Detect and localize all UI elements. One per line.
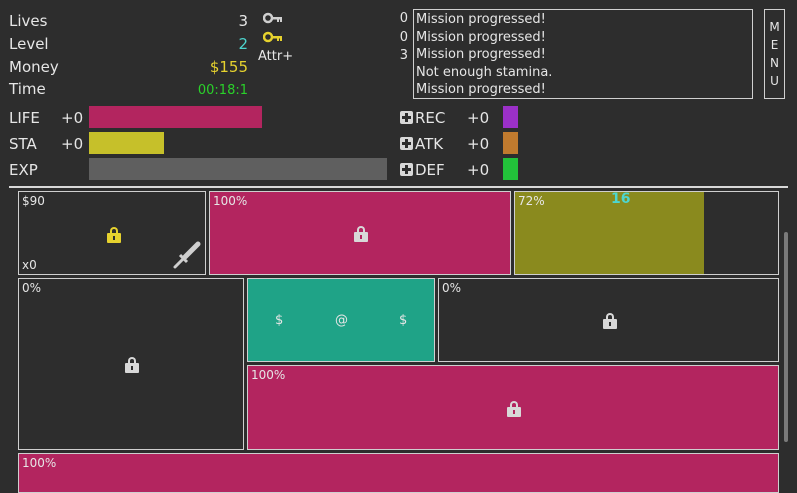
lock-icon	[125, 357, 139, 373]
atk-delta: +0	[467, 135, 490, 153]
tile-magenta-bottom[interactable]: 100%	[18, 453, 779, 493]
life-bar-fill	[89, 106, 262, 128]
tile-percent: 72%	[518, 194, 545, 208]
tile-count: x0	[22, 258, 37, 272]
def-label: DEF	[415, 161, 445, 179]
money-value: $155	[209, 58, 248, 76]
counter-2: 0	[399, 30, 408, 45]
tile-number: 16	[611, 191, 631, 207]
lives-label: Lives	[9, 12, 48, 30]
message-log: Mission progressed! Mission progressed! …	[413, 9, 753, 99]
exp-bar	[89, 158, 387, 180]
life-bar	[89, 106, 387, 128]
tile-magenta-mid[interactable]: 100%	[247, 365, 779, 450]
tile-weapon[interactable]: $90 x0	[18, 191, 206, 275]
lock-icon	[107, 227, 121, 243]
rec-label: REC	[415, 109, 446, 127]
tile-percent: 100%	[251, 368, 286, 382]
log-line: Mission progressed!	[416, 12, 546, 27]
menu-letter: N	[770, 56, 779, 70]
counter-1: 0	[399, 11, 408, 26]
def-plus-button[interactable]	[400, 163, 413, 176]
tile-progress-fill	[515, 192, 705, 274]
tile-percent: 0%	[22, 281, 42, 295]
log-line: Not enough stamina.	[416, 64, 553, 80]
tile-right-locked[interactable]: 0%	[438, 278, 779, 362]
atk-swatch	[503, 132, 518, 154]
attr-plus-label[interactable]: Attr+	[258, 49, 294, 64]
scrollbar[interactable]	[784, 232, 788, 442]
menu-button[interactable]: M E N U	[764, 9, 785, 99]
grey-key-icon	[263, 12, 282, 24]
rec-delta: +0	[467, 109, 490, 127]
atk-plus-button[interactable]	[400, 137, 413, 150]
sta-delta: +0	[61, 135, 84, 153]
menu-letter: E	[770, 38, 779, 52]
tile-left-large[interactable]: 0%	[18, 278, 244, 450]
atk-label: ATK	[415, 135, 444, 153]
exp-label: EXP	[9, 161, 38, 179]
time-value: 00:18:1	[197, 83, 248, 98]
menu-letter: M	[769, 20, 780, 34]
def-delta: +0	[467, 161, 490, 179]
def-swatch	[503, 158, 518, 180]
tile-price: $90	[22, 194, 45, 208]
divider	[9, 186, 788, 188]
sta-label: STA	[9, 135, 37, 153]
counter-3: 3	[399, 48, 408, 63]
menu-letter: U	[770, 74, 779, 88]
lock-icon	[507, 401, 521, 417]
sta-bar	[89, 132, 387, 154]
lock-icon	[603, 313, 617, 329]
log-line: Mission progressed!	[416, 82, 546, 97]
log-line: Mission progressed!	[416, 47, 546, 62]
rec-swatch	[503, 106, 518, 128]
tile-progress[interactable]: 72% 16	[514, 191, 779, 275]
gold-key-icon	[263, 31, 282, 43]
level-label: Level	[9, 35, 49, 53]
money-label: Money	[9, 58, 59, 76]
log-line: Mission progressed!	[416, 29, 546, 45]
rec-plus-button[interactable]	[400, 111, 413, 124]
dollar-right: $	[399, 313, 408, 328]
player-marker: @	[335, 313, 348, 328]
tile-percent: 100%	[213, 194, 248, 208]
time-label: Time	[9, 80, 46, 98]
tile-percent: 100%	[22, 456, 57, 470]
sword-icon	[173, 241, 201, 269]
level-value: 2	[238, 35, 248, 53]
lives-value: 3	[238, 12, 248, 30]
tile-percent: 0%	[442, 281, 462, 295]
lock-icon	[354, 226, 368, 242]
life-delta: +0	[61, 109, 84, 127]
exp-bar-fill	[89, 158, 387, 180]
dollar-left: $	[275, 313, 284, 328]
tile-magenta-top[interactable]: 100%	[209, 191, 511, 275]
sta-bar-fill	[89, 132, 164, 154]
life-label: LIFE	[9, 109, 40, 127]
tile-shop[interactable]: $ @ $	[247, 278, 435, 362]
